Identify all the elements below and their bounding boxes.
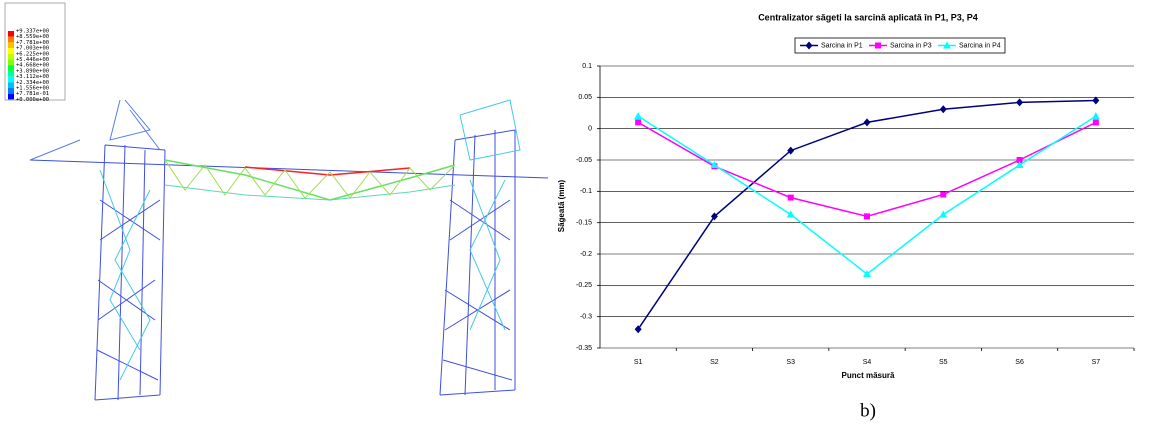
contour-swatch (8, 88, 14, 94)
contour-swatch (8, 94, 14, 100)
legend-label: Sarcina in P4 (959, 42, 1001, 49)
x-tick-label: S5 (939, 359, 948, 366)
y-tick-label: -0.25 (576, 282, 592, 289)
fem-model: a) S, MisesMultiple section points(Avg: … (5, 3, 548, 416)
contour-swatch (8, 60, 14, 66)
y-tick-label: -0.05 (576, 157, 592, 164)
data-point (939, 211, 947, 218)
data-point (864, 118, 871, 126)
x-tick-label: S7 (1092, 359, 1101, 366)
x-tick-label: S4 (863, 359, 872, 366)
y-tick-label: -0.2 (580, 251, 592, 258)
legend-marker (875, 43, 881, 49)
legend-label: Sarcina in P3 (890, 42, 932, 49)
x-tick-label: S6 (1015, 359, 1024, 366)
data-point (1092, 112, 1100, 119)
contour-swatch (8, 42, 14, 48)
deck-truss (165, 160, 455, 198)
contour-swatch (8, 65, 14, 71)
y-tick-label: 0.1 (582, 63, 592, 70)
right-tower (440, 130, 515, 395)
y-tick-label: -0.15 (576, 220, 592, 227)
y-tick-label: -0.35 (576, 345, 592, 352)
data-point (1092, 96, 1099, 104)
data-point (787, 211, 795, 218)
contour-swatch (8, 37, 14, 43)
contour-swatch (8, 48, 14, 54)
legend-label: Sarcina in P1 (821, 42, 863, 49)
data-point (1016, 98, 1023, 106)
x-axis-label: Punct măsură (842, 371, 895, 380)
data-point (634, 112, 642, 119)
y-axis-label: Săgeată (mm) (557, 179, 566, 232)
data-point (940, 191, 946, 197)
x-tick-label: S2 (710, 359, 719, 366)
data-point (635, 119, 641, 125)
y-tick-label: 0.05 (578, 94, 592, 101)
figure: a) S, MisesMultiple section points(Avg: … (0, 0, 1155, 433)
y-tick-label: -0.1 (580, 188, 592, 195)
data-point (788, 195, 794, 201)
data-point (864, 213, 870, 219)
series-line (638, 116, 1096, 274)
y-tick-label: 0 (588, 126, 592, 133)
chart-title: Centralizator săgeti la sarcină aplicată… (758, 12, 978, 22)
y-tick-label: -0.3 (580, 314, 592, 321)
left-tower-top (30, 100, 160, 160)
contour-swatch (8, 82, 14, 88)
contour-swatch (8, 77, 14, 83)
data-point (1093, 119, 1099, 125)
contour-level: +0.000e+00 (16, 97, 49, 103)
series-line (638, 122, 1096, 216)
x-tick-label: S3 (786, 359, 795, 366)
contour-swatch (8, 54, 14, 60)
caption-b: b) (860, 400, 876, 421)
contour-swatch (8, 71, 14, 77)
caption-a: a) (260, 410, 267, 416)
data-point (940, 105, 947, 113)
x-tick-label: S1 (634, 359, 643, 366)
contour-swatch (8, 31, 14, 37)
